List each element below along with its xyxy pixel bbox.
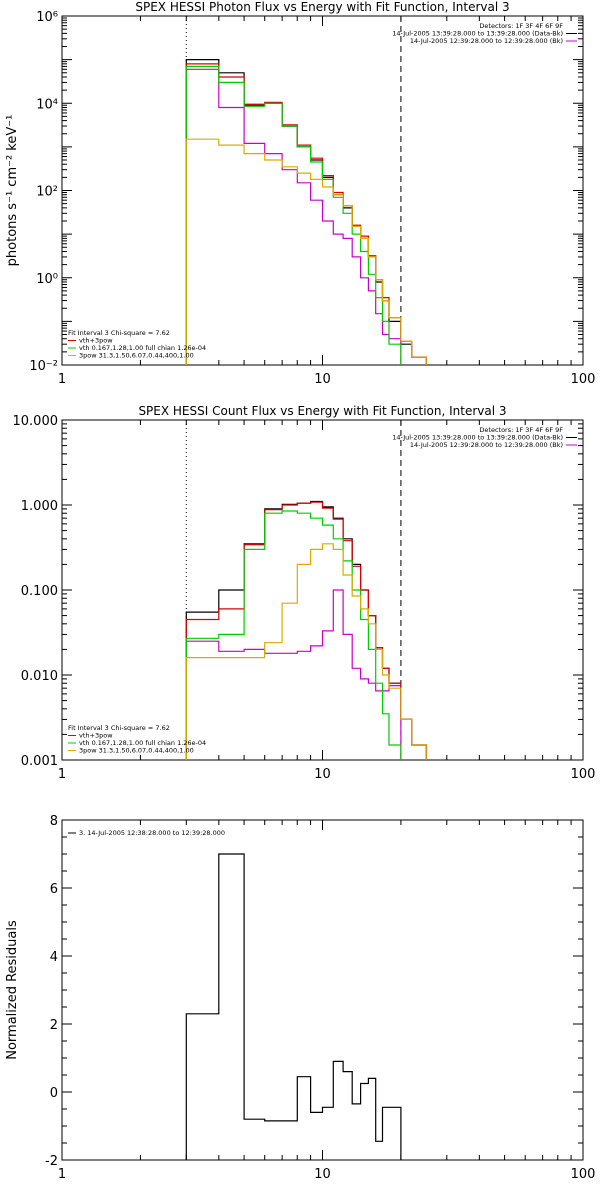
y-tick-label: 1.000 xyxy=(21,499,58,514)
y-tick-label: 8 xyxy=(50,814,58,829)
y-tick-label: 10⁴ xyxy=(36,97,58,112)
y-tick-label: 10² xyxy=(36,185,58,200)
series-vth-3pow-line xyxy=(185,501,427,760)
y-tick-label: 10.000 xyxy=(13,414,59,429)
y-tick-label: 10⁶ xyxy=(36,10,58,25)
plot-frame xyxy=(61,419,584,761)
y-axis-label: Normalized Residuals xyxy=(5,920,20,1060)
series-data-bk-line xyxy=(185,58,427,365)
y-tick-label: 0 xyxy=(50,1086,58,1101)
legend-right-entry: 14-Jul-2005 12:39:28.000 to 12:39:28.000… xyxy=(410,37,563,45)
series-3pow-line xyxy=(185,138,427,365)
legend-right-entry: Detectors: 1F 3F 4F 6F 9F xyxy=(479,426,563,434)
x-tick-label: 10 xyxy=(314,372,331,387)
legend-left-entry: vth+3pow xyxy=(79,732,113,740)
y-tick-label: 0.100 xyxy=(21,584,58,599)
y-axis-label: photons s⁻¹ cm⁻² keV⁻¹ xyxy=(5,115,20,267)
legend-right-entry: 14-Jul-2005 12:39:28.000 to 12:39:28.000… xyxy=(410,441,563,449)
x-tick-label: 100 xyxy=(571,372,596,387)
x-tick-label: 1 xyxy=(58,767,66,782)
y-tick-label: -2 xyxy=(45,1154,58,1169)
y-tick-label: 0.010 xyxy=(21,669,58,684)
chart-title: SPEX HESSI Count Flux vs Energy with Fit… xyxy=(138,404,506,418)
legend-left-entry: Fit Interval 3 Chi-square = 7.62 xyxy=(68,724,170,732)
legend-left-entry: 3pow 31.3,1.50,6.07,0.44,400,1.00 xyxy=(79,747,194,755)
series-vth-3pow-line xyxy=(185,63,427,365)
y-tick-label: 10⁻² xyxy=(29,359,58,374)
x-tick-label: 100 xyxy=(571,1167,596,1182)
legend-left-entry: vth 0.167,1.28,1.00 full chian 1.26e-04 xyxy=(79,739,206,747)
series-3pow-line xyxy=(185,543,427,760)
series-residuals-line xyxy=(185,853,402,1160)
legend-left-entry: vth 0.167,1.28,1.00 full chian 1.26e-04 xyxy=(79,344,206,352)
legend-left-entry: Fit Interval 3 Chi-square = 7.62 xyxy=(68,329,170,337)
series-data-bk-line xyxy=(185,500,427,760)
x-tick-label: 10 xyxy=(314,767,331,782)
legend-left-entry: 3. 14-Jul-2005 12:38:28.000 to 12:39:28.… xyxy=(79,829,225,837)
series-vth-line xyxy=(185,65,402,365)
y-tick-label: 2 xyxy=(50,1018,58,1033)
x-tick-label: 100 xyxy=(571,767,596,782)
legend-right-entry: 14-Jul-2005 13:39:28.000 to 13:39:28.000… xyxy=(392,30,563,38)
legend-left-entry: 3pow 31.3,1.50,6.07,0.44,400,1.00 xyxy=(79,352,194,360)
y-tick-label: 4 xyxy=(50,950,58,965)
legend-right-entry: 14-Jul-2005 13:39:28.000 to 13:39:28.000… xyxy=(392,434,563,442)
x-tick-label: 10 xyxy=(314,1167,331,1182)
legend-right-entry: Detectors: 1F 3F 4F 6F 9F xyxy=(479,22,563,30)
x-tick-label: 1 xyxy=(58,372,66,387)
x-tick-label: 1 xyxy=(58,1167,66,1182)
series-bk-line xyxy=(185,68,402,365)
legend-left-entry: vth+3pow xyxy=(79,337,113,345)
y-tick-label: 6 xyxy=(50,882,58,897)
series-vth-line xyxy=(185,510,402,760)
plot-frame xyxy=(61,15,584,366)
chart-title: SPEX HESSI Photon Flux vs Energy with Fi… xyxy=(135,0,509,14)
series-bk-line xyxy=(185,589,402,760)
y-tick-label: 10⁰ xyxy=(36,272,58,287)
y-tick-label: 0.001 xyxy=(21,754,58,769)
